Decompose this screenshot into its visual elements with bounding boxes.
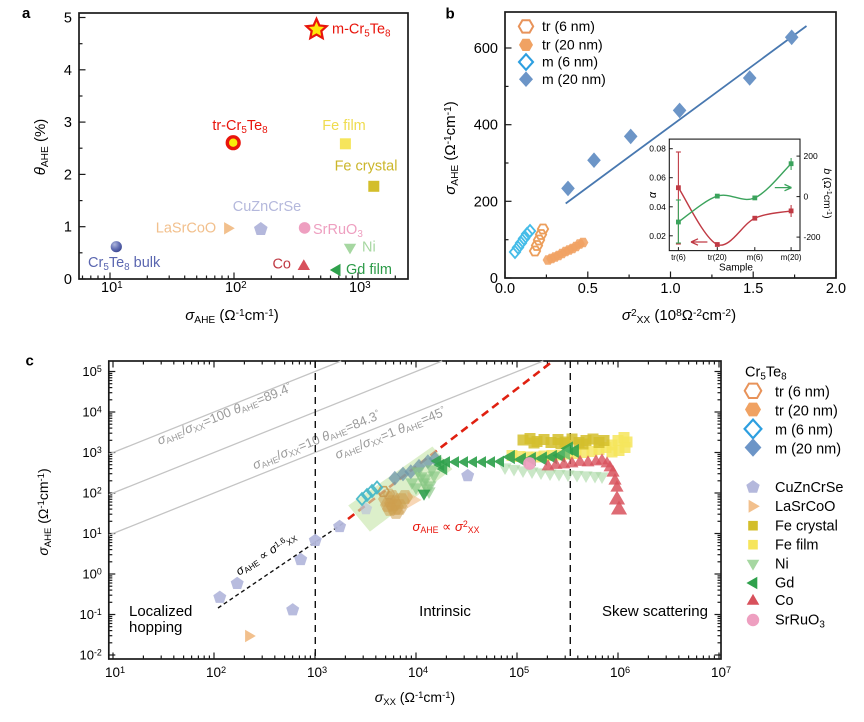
svg-text:σXX (Ω-1cm-1): σXX (Ω-1cm-1) xyxy=(375,689,455,708)
svg-text:1.0: 1.0 xyxy=(660,281,680,297)
svg-text:σAHE (Ω-1cm-1): σAHE (Ω-1cm-1) xyxy=(35,468,54,555)
svg-text:0.02: 0.02 xyxy=(649,231,666,241)
svg-text:SrRuO3: SrRuO3 xyxy=(313,222,363,240)
svg-text:σAHE/σXX=100 θAHE=89.4°: σAHE/σXX=100 θAHE=89.4° xyxy=(155,380,294,449)
svg-text:m (20 nm): m (20 nm) xyxy=(775,441,841,457)
svg-text:LaSrCoO: LaSrCoO xyxy=(775,499,835,515)
svg-text:Fe film: Fe film xyxy=(322,118,366,134)
svg-text:m (6 nm): m (6 nm) xyxy=(542,54,598,70)
svg-text:Ni: Ni xyxy=(362,240,376,256)
svg-text:σAHE (Ω-1cm-1): σAHE (Ω-1cm-1) xyxy=(442,101,461,195)
svg-text:101: 101 xyxy=(82,526,101,541)
svg-text:Gd film: Gd film xyxy=(346,262,392,278)
svg-text:107: 107 xyxy=(711,665,731,680)
svg-text:LaSrCoO: LaSrCoO xyxy=(156,221,216,237)
svg-text:Fe film: Fe film xyxy=(775,537,819,553)
svg-text:2: 2 xyxy=(64,167,72,183)
svg-text:b: b xyxy=(446,6,455,23)
svg-text:0: 0 xyxy=(804,192,809,202)
svg-text:Gd: Gd xyxy=(775,576,794,592)
svg-text:0.08: 0.08 xyxy=(649,144,666,154)
svg-text:Localized: Localized xyxy=(129,603,192,620)
svg-text:400: 400 xyxy=(474,118,498,134)
svg-text:Cr5Te8: Cr5Te8 xyxy=(745,365,787,383)
svg-text:a: a xyxy=(22,5,31,22)
svg-text:103: 103 xyxy=(82,445,101,460)
svg-text:106: 106 xyxy=(610,665,630,680)
svg-text:θAHE (%): θAHE (%) xyxy=(32,119,51,176)
svg-text:5: 5 xyxy=(64,11,72,27)
svg-text:101: 101 xyxy=(101,280,123,296)
svg-text:105: 105 xyxy=(82,364,101,379)
svg-text:104: 104 xyxy=(408,665,428,680)
svg-text:Cr5Te8 bulk: Cr5Te8 bulk xyxy=(88,255,161,273)
svg-text:CuZnCrSe: CuZnCrSe xyxy=(233,199,302,215)
svg-text:tr(20): tr(20) xyxy=(708,253,727,262)
svg-text:105: 105 xyxy=(509,665,529,680)
svg-text:200: 200 xyxy=(474,194,498,210)
svg-text:1.5: 1.5 xyxy=(743,281,763,297)
svg-text:600: 600 xyxy=(474,41,498,57)
svg-text:m (20 nm): m (20 nm) xyxy=(542,71,606,87)
svg-text:-200: -200 xyxy=(804,232,821,242)
svg-text:Intrinsic: Intrinsic xyxy=(419,603,471,620)
svg-text:Fe crystal: Fe crystal xyxy=(335,159,398,175)
svg-text:b (Ω-1cm-1): b (Ω-1cm-1) xyxy=(821,168,833,218)
svg-text:hopping: hopping xyxy=(129,619,182,636)
svg-text:CuZnCrSe: CuZnCrSe xyxy=(775,480,844,496)
svg-text:c: c xyxy=(26,353,34,370)
svg-text:σAHE (Ω-1cm-1): σAHE (Ω-1cm-1) xyxy=(185,307,279,326)
svg-text:α: α xyxy=(647,191,659,198)
svg-text:2.0: 2.0 xyxy=(826,281,846,297)
svg-text:1: 1 xyxy=(64,220,72,236)
svg-text:m (6 nm): m (6 nm) xyxy=(775,423,833,439)
svg-text:10-2: 10-2 xyxy=(80,648,102,663)
svg-text:0.04: 0.04 xyxy=(649,202,666,212)
svg-text:Fe crystal: Fe crystal xyxy=(775,518,838,534)
svg-text:Sample: Sample xyxy=(719,263,753,274)
svg-text:0: 0 xyxy=(64,272,72,288)
svg-text:Ni: Ni xyxy=(775,557,789,573)
svg-text:0.0: 0.0 xyxy=(495,281,515,297)
svg-text:Skew scattering: Skew scattering xyxy=(602,603,708,620)
svg-text:σAHE ∝ σ2XX: σAHE ∝ σ2XX xyxy=(413,519,480,535)
svg-text:102: 102 xyxy=(225,280,247,296)
svg-text:m(20): m(20) xyxy=(781,253,802,262)
svg-text:102: 102 xyxy=(206,665,226,680)
svg-text:σAHE ∝ σ1.6XX: σAHE ∝ σ1.6XX xyxy=(233,529,299,579)
svg-text:Co: Co xyxy=(775,593,794,609)
svg-text:tr (20 nm): tr (20 nm) xyxy=(542,37,603,53)
svg-text:4: 4 xyxy=(64,63,72,79)
svg-text:101: 101 xyxy=(105,665,125,680)
svg-text:tr (6 nm): tr (6 nm) xyxy=(542,18,595,34)
svg-text:m-Cr5Te8: m-Cr5Te8 xyxy=(332,22,391,40)
svg-text:tr-Cr5Te8: tr-Cr5Te8 xyxy=(212,118,268,136)
svg-text:103: 103 xyxy=(307,665,327,680)
svg-text:0.06: 0.06 xyxy=(649,173,666,183)
svg-text:SrRuO3: SrRuO3 xyxy=(775,613,825,631)
svg-text:0.5: 0.5 xyxy=(578,281,598,297)
svg-text:0: 0 xyxy=(490,271,498,287)
svg-text:tr (6 nm): tr (6 nm) xyxy=(775,385,830,401)
svg-text:200: 200 xyxy=(804,151,818,161)
svg-text:tr(6): tr(6) xyxy=(671,253,686,262)
svg-text:104: 104 xyxy=(82,405,101,420)
svg-text:m(6): m(6) xyxy=(747,253,764,262)
svg-text:3: 3 xyxy=(64,115,72,131)
svg-text:10-1: 10-1 xyxy=(80,607,102,622)
svg-text:102: 102 xyxy=(82,486,101,501)
svg-text:Co: Co xyxy=(272,257,291,273)
svg-text:100: 100 xyxy=(82,567,101,582)
svg-text:tr (20 nm): tr (20 nm) xyxy=(775,403,838,419)
svg-text:103: 103 xyxy=(349,280,371,296)
svg-text:σ2XX (108Ω-2cm-2): σ2XX (108Ω-2cm-2) xyxy=(622,307,736,326)
